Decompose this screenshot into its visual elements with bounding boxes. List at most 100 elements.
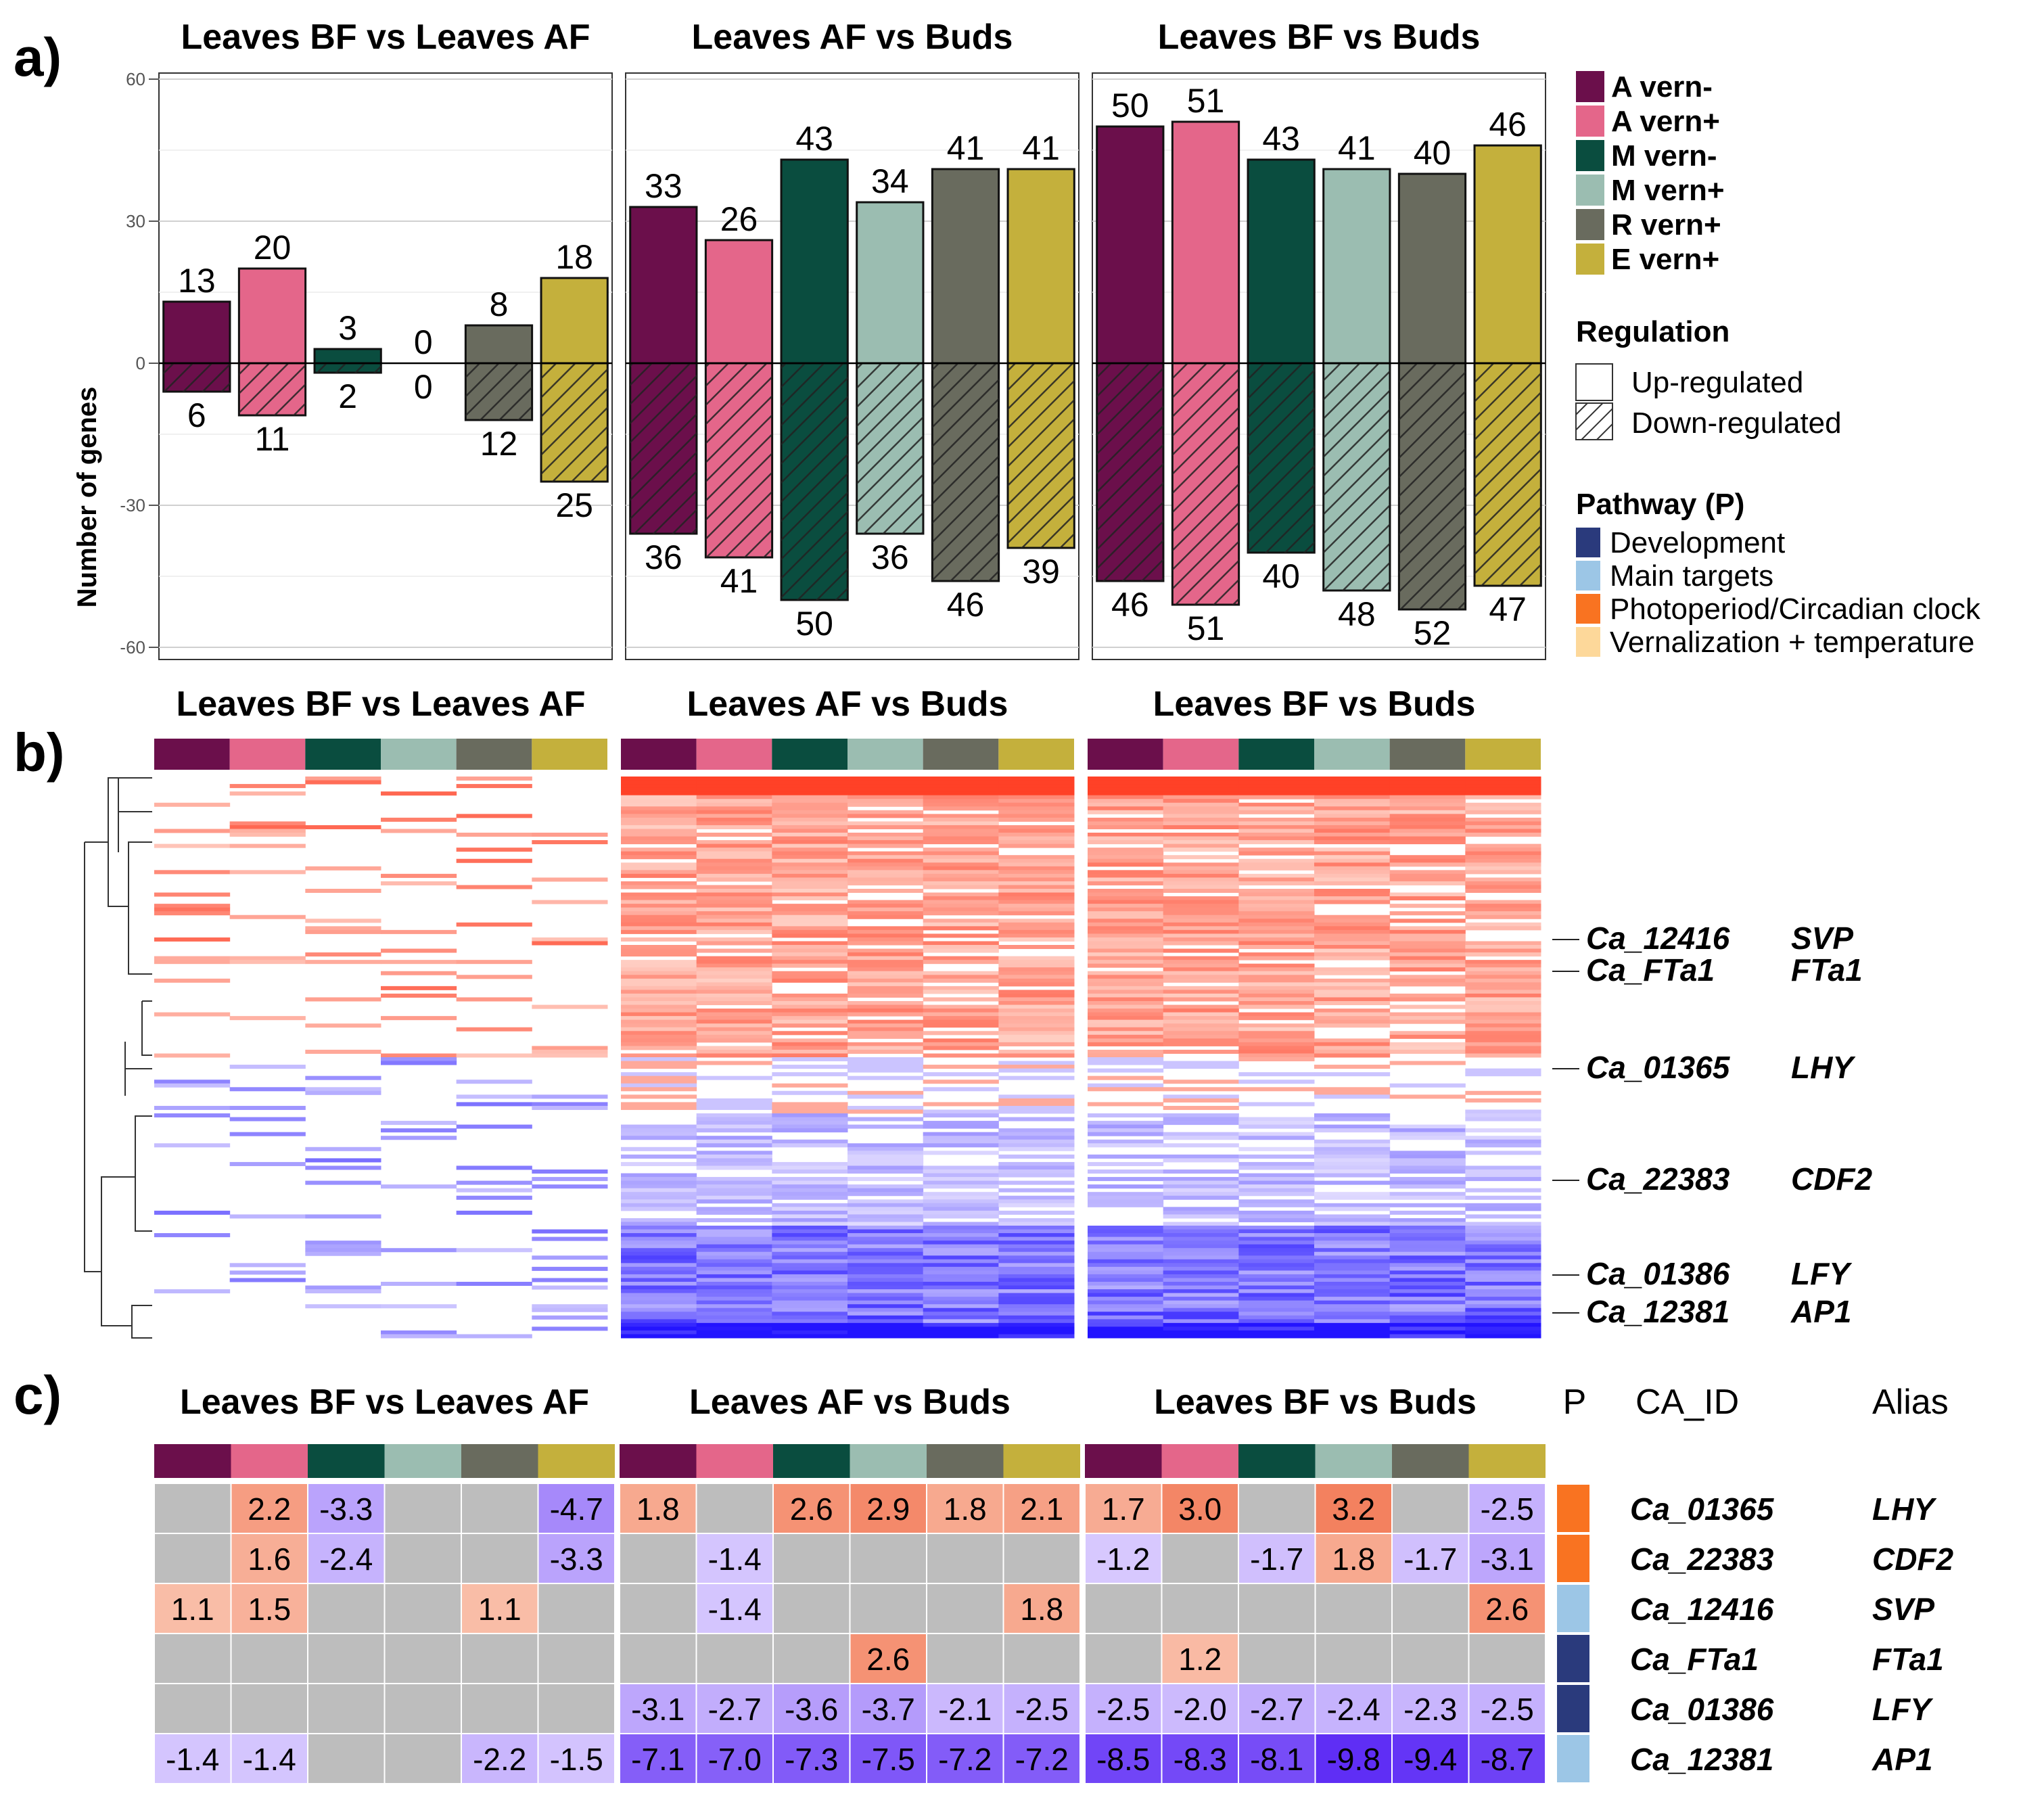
heatmap-cell xyxy=(923,956,999,960)
table-gene-alias: LFY xyxy=(1872,1692,1934,1727)
table-cell xyxy=(307,1533,386,1584)
table-cell-value: -1.4 xyxy=(243,1742,296,1777)
heatmap-cell xyxy=(1314,1248,1391,1253)
heatmap-cell xyxy=(1389,806,1466,811)
table-cell xyxy=(619,1633,697,1684)
heatmap-cell xyxy=(305,780,381,785)
panel-label-a: a) xyxy=(14,27,62,87)
pathway-title: Pathway (P) xyxy=(1576,488,1744,521)
heatmap-cell xyxy=(1238,1199,1315,1204)
table-cell-value: -1.7 xyxy=(1250,1542,1303,1577)
table-cell xyxy=(537,1683,615,1734)
heatmap-cell xyxy=(1314,889,1391,894)
heatmap-cell xyxy=(847,833,924,837)
heatmap-cell xyxy=(847,881,924,885)
heatmap-cell xyxy=(847,1177,924,1182)
heatmap-cell xyxy=(772,877,848,882)
heatmap-cell xyxy=(923,1293,999,1297)
heatmap-cell xyxy=(532,1266,608,1271)
heatmap-cell xyxy=(1238,1016,1315,1021)
heatmap-cell xyxy=(621,1046,697,1050)
heatmap-cell xyxy=(1238,1251,1315,1256)
table-cell xyxy=(1161,1533,1239,1584)
table-group-bar xyxy=(927,1444,1004,1478)
heatmap-cell xyxy=(1389,960,1466,965)
heatmap-cell xyxy=(772,873,848,878)
heatmap-cell xyxy=(1163,843,1239,848)
heatmap-cell xyxy=(1238,975,1315,979)
heatmap-cell xyxy=(1389,795,1466,800)
heatmap-cell xyxy=(923,1004,999,1009)
heatmap-cell xyxy=(998,777,1075,781)
heatmap-cell xyxy=(923,1319,999,1324)
heatmap-cell xyxy=(1314,777,1391,781)
heatmap-cell xyxy=(1465,993,1541,998)
heatmap-cell xyxy=(621,1319,697,1324)
heatmap-cell xyxy=(1088,1326,1164,1331)
table-group-bar xyxy=(1003,1444,1080,1478)
bar-down-hatch xyxy=(856,363,923,534)
heatmap-cell xyxy=(998,1004,1075,1009)
heatmap-cell xyxy=(621,1199,697,1204)
table-cell xyxy=(1084,1633,1163,1684)
heatmap-cell xyxy=(1163,1188,1239,1193)
heatmap-cell xyxy=(772,1004,848,1009)
heatmap-cell xyxy=(847,1203,924,1207)
heatmap-cell xyxy=(772,1307,848,1312)
heatmap-cell xyxy=(998,855,1075,860)
heatmap-cell xyxy=(305,960,381,965)
heatmap-cell xyxy=(621,914,697,919)
heatmap-cell xyxy=(1465,1049,1541,1054)
heatmap-cell xyxy=(621,806,697,811)
bar-up xyxy=(1096,125,1165,365)
heatmap-cell xyxy=(1465,1297,1541,1301)
heatmap-cell xyxy=(1088,1278,1164,1282)
heatmap-cell xyxy=(998,937,1075,942)
table-cell xyxy=(926,1583,1004,1634)
table-cell xyxy=(307,1483,386,1534)
heatmap-cell xyxy=(998,873,1075,878)
heatmap-cell xyxy=(1238,795,1315,800)
heatmap-cell xyxy=(1314,840,1391,845)
heatmap-cell xyxy=(1088,1004,1164,1009)
heatmap-cell xyxy=(1465,791,1541,796)
heatmap-cell xyxy=(621,1132,697,1136)
heatmap-cell xyxy=(621,1293,697,1297)
heatmap-cell xyxy=(1163,833,1239,837)
heatmap-cell xyxy=(1238,1278,1315,1282)
heatmap-cell xyxy=(1389,1259,1466,1264)
heatmap-cell xyxy=(621,1226,697,1230)
heatmap-cell xyxy=(1163,1266,1239,1271)
heatmap-cell xyxy=(1163,990,1239,994)
heatmap-cell xyxy=(772,791,848,796)
bar-up-label: 43 xyxy=(1262,120,1300,158)
heatmap-cell xyxy=(1088,1282,1164,1287)
heatmap-cell xyxy=(847,777,924,781)
heatmap-cell xyxy=(1238,862,1315,867)
heatmap-cell xyxy=(1163,821,1239,826)
heatmap-cell xyxy=(923,1184,999,1189)
heatmap-cell xyxy=(998,993,1075,998)
heatmap-cell xyxy=(1088,1304,1164,1309)
heatmap-cell xyxy=(1163,866,1239,871)
heatmap-cell xyxy=(998,926,1075,931)
heatmap-cell xyxy=(1238,1038,1315,1043)
heatmap-cell xyxy=(923,907,999,912)
heatmap-cell xyxy=(1238,941,1315,946)
heatmap-cell xyxy=(1238,1102,1315,1107)
heatmap-cell xyxy=(621,1105,697,1110)
heatmap-cell xyxy=(772,833,848,837)
heatmap-cell xyxy=(621,1218,697,1222)
down-regulated-swatch xyxy=(1575,402,1613,440)
heatmap-gene-alias: CDF2 xyxy=(1791,1161,1873,1197)
table-facet-title-3: Leaves BF vs Buds xyxy=(1154,1383,1477,1422)
heatmap-cell xyxy=(1238,1259,1315,1264)
heatmap-cell xyxy=(772,1214,848,1219)
heatmap-cell xyxy=(696,1188,772,1193)
heatmap-cell xyxy=(1389,892,1466,897)
heatmap-cell xyxy=(696,1307,772,1312)
heatmap-cell xyxy=(1314,858,1391,863)
heatmap-cell xyxy=(696,873,772,878)
heatmap-cell xyxy=(229,1214,306,1219)
heatmap-cell xyxy=(1314,1319,1391,1324)
